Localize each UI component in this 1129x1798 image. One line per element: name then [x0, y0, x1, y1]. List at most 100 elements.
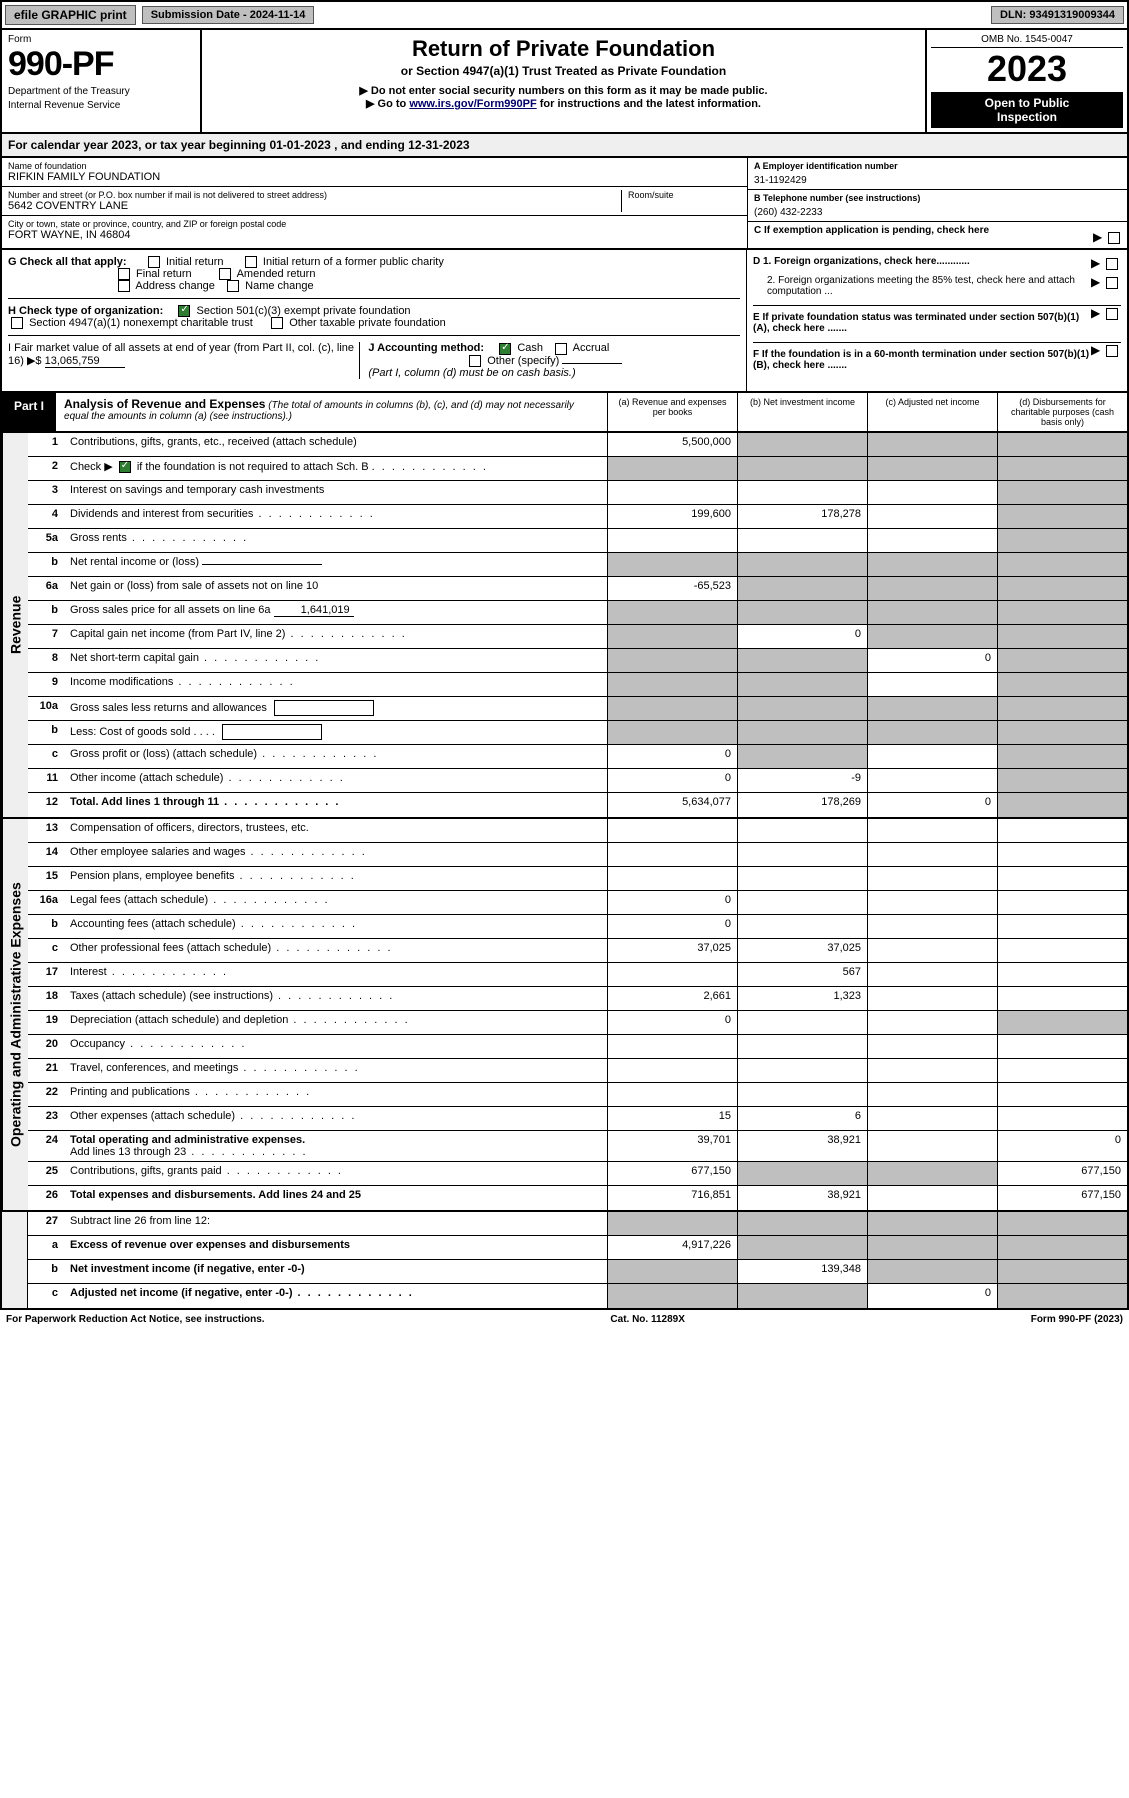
line-num: 2 — [28, 457, 62, 480]
row-16b: b Accounting fees (attach schedule) 0 — [28, 915, 1127, 939]
4947-checkbox[interactable] — [11, 317, 23, 329]
form-instructions-link[interactable]: www.irs.gov/Form990PF — [409, 98, 536, 110]
gross-sales-input[interactable] — [274, 700, 374, 716]
line-num: 3 — [28, 481, 62, 504]
cash-checkbox[interactable] — [499, 343, 511, 355]
cell-c — [867, 891, 997, 914]
row-5a: 5a Gross rents — [28, 529, 1127, 553]
cell-d — [997, 481, 1127, 504]
cell-b: 37,025 — [737, 939, 867, 962]
line-desc: Compensation of officers, directors, tru… — [62, 819, 607, 842]
cell-d: 0 — [997, 1131, 1127, 1161]
line-num: 16a — [28, 891, 62, 914]
entity-info-grid: Name of foundation RIFKIN FAMILY FOUNDAT… — [0, 158, 1129, 250]
cell-d — [997, 529, 1127, 552]
part1-title: Analysis of Revenue and Expenses — [64, 397, 265, 411]
cell-a — [607, 721, 737, 744]
cell-d — [997, 745, 1127, 768]
g-amended: Amended return — [237, 268, 316, 280]
initial-former-checkbox[interactable] — [245, 256, 257, 268]
row-5b: b Net rental income or (loss) — [28, 553, 1127, 577]
phone-row: B Telephone number (see instructions) (2… — [748, 190, 1127, 222]
cell-a — [607, 481, 737, 504]
accrual-checkbox[interactable] — [555, 343, 567, 355]
line-num: 9 — [28, 673, 62, 696]
j-other: Other (specify) — [487, 355, 559, 367]
cell-a: 0 — [607, 915, 737, 938]
cell-d — [997, 457, 1127, 480]
cell-c — [867, 625, 997, 648]
cell-c — [867, 481, 997, 504]
part1-description: Analysis of Revenue and Expenses (The to… — [56, 393, 607, 431]
line-desc: Total expenses and disbursements. Add li… — [62, 1186, 607, 1210]
line-desc: Net investment income (if negative, ente… — [62, 1260, 607, 1283]
r2-post: if the foundation is not required to att… — [137, 461, 369, 473]
d2-checkbox[interactable] — [1106, 277, 1118, 289]
cell-b: 567 — [737, 963, 867, 986]
cell-c — [867, 867, 997, 890]
cell-c — [867, 697, 997, 720]
revenue-table: Revenue 1 Contributions, gifts, grants, … — [0, 433, 1129, 819]
cell-b — [737, 843, 867, 866]
cogs-input[interactable] — [222, 724, 322, 740]
cell-d — [997, 867, 1127, 890]
501c3-checkbox[interactable] — [178, 305, 190, 317]
cell-c — [867, 1107, 997, 1130]
cell-c — [867, 1212, 997, 1235]
col-a-header: (a) Revenue and expenses per books — [607, 393, 737, 431]
cell-b — [737, 1236, 867, 1259]
initial-return-checkbox[interactable] — [148, 256, 160, 268]
ein-value: 31-1192429 — [754, 171, 1121, 186]
name-label: Name of foundation — [8, 161, 741, 171]
d1-checkbox[interactable] — [1106, 258, 1118, 270]
line-desc: Taxes (attach schedule) (see instruction… — [62, 987, 607, 1010]
cell-d — [997, 915, 1127, 938]
other-specify-input[interactable] — [562, 363, 622, 364]
form-instruction-2: ▶ Go to www.irs.gov/Form990PF for instru… — [212, 97, 915, 110]
sch-b-checkbox[interactable] — [119, 461, 131, 473]
other-taxable-checkbox[interactable] — [271, 317, 283, 329]
cell-d — [997, 601, 1127, 624]
cell-c — [867, 1260, 997, 1283]
form-subtitle: or Section 4947(a)(1) Trust Treated as P… — [212, 64, 915, 78]
col-b-header: (b) Net investment income — [737, 393, 867, 431]
cell-a — [607, 649, 737, 672]
cell-d — [997, 963, 1127, 986]
h-other: Other taxable private foundation — [289, 317, 446, 329]
cell-a — [607, 625, 737, 648]
expenses-side-label: Operating and Administrative Expenses — [2, 819, 28, 1210]
d2-label: 2. Foreign organizations meeting the 85%… — [767, 275, 1075, 297]
revenue-side-label: Revenue — [2, 433, 28, 817]
cell-b — [737, 553, 867, 576]
final-return-checkbox[interactable] — [118, 268, 130, 280]
row-10a: 10a Gross sales less returns and allowan… — [28, 697, 1127, 721]
e-checkbox[interactable] — [1106, 308, 1118, 320]
other-method-checkbox[interactable] — [469, 355, 481, 367]
row-1: 1 Contributions, gifts, grants, etc., re… — [28, 433, 1127, 457]
cell-a — [607, 1035, 737, 1058]
line-num: 1 — [28, 433, 62, 456]
cell-c: 0 — [867, 649, 997, 672]
amended-return-checkbox[interactable] — [219, 268, 231, 280]
line-num: a — [28, 1236, 62, 1259]
form-instruction-1: ▶ Do not enter social security numbers o… — [212, 84, 915, 97]
line-desc: Gross rents — [62, 529, 607, 552]
cell-d — [997, 843, 1127, 866]
exemption-pending-checkbox[interactable] — [1108, 232, 1120, 244]
name-change-checkbox[interactable] — [227, 280, 239, 292]
cell-b — [737, 819, 867, 842]
cell-b — [737, 577, 867, 600]
cell-c — [867, 1083, 997, 1106]
cell-d — [997, 1035, 1127, 1058]
foundation-name: RIFKIN FAMILY FOUNDATION — [8, 171, 741, 183]
cell-d — [997, 1212, 1127, 1235]
net-rental-input[interactable] — [202, 564, 322, 565]
f-checkbox[interactable] — [1106, 345, 1118, 357]
address-change-checkbox[interactable] — [118, 280, 130, 292]
phone-value: (260) 432-2233 — [754, 203, 1121, 218]
cell-a — [607, 601, 737, 624]
efile-print-button[interactable]: efile GRAPHIC print — [5, 5, 136, 25]
line-num: 8 — [28, 649, 62, 672]
line-desc: Other expenses (attach schedule) — [62, 1107, 607, 1130]
j-accrual: Accrual — [573, 342, 610, 354]
